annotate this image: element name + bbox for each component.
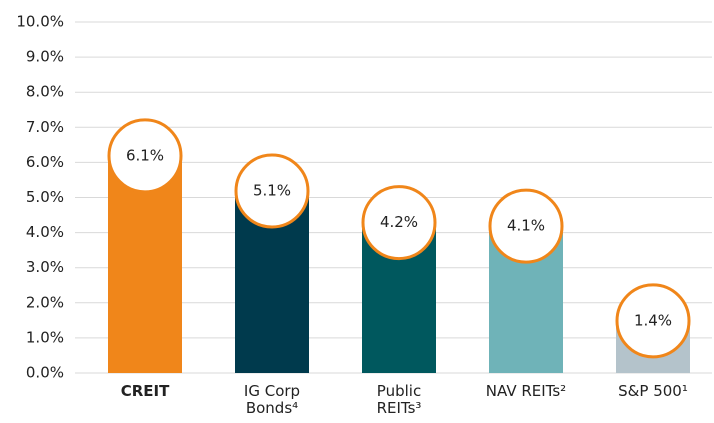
value-bubble xyxy=(615,283,691,359)
bar xyxy=(108,158,182,373)
value-bubble xyxy=(488,188,564,264)
y-tick-label: 3.0% xyxy=(26,258,64,276)
y-tick-label: 4.0% xyxy=(26,223,64,241)
data-label: 4.2% xyxy=(380,213,418,231)
value-bubble xyxy=(361,185,437,261)
y-tick-label: 0.0% xyxy=(26,364,64,382)
y-tick-label: 7.0% xyxy=(26,118,64,136)
x-tick-label: NAV REITs² xyxy=(485,382,567,400)
y-tick-label: 1.0% xyxy=(26,328,64,346)
data-label: 6.1% xyxy=(126,146,164,164)
data-label: 4.1% xyxy=(507,217,545,235)
value-bubble xyxy=(234,153,310,229)
data-label: 1.4% xyxy=(634,311,672,329)
y-tick-label: 8.0% xyxy=(26,83,64,101)
y-tick-label: 9.0% xyxy=(26,48,64,66)
x-tick-label: Public REITs³ xyxy=(376,382,422,417)
y-tick-label: 5.0% xyxy=(26,188,64,206)
y-tick-label: 6.0% xyxy=(26,153,64,171)
x-tick-label: IG Corp Bonds⁴ xyxy=(243,382,301,417)
y-tick-label: 10.0% xyxy=(16,13,64,31)
x-tick-label: CREIT xyxy=(120,382,170,400)
value-bubble xyxy=(107,118,183,194)
data-label: 5.1% xyxy=(253,181,291,199)
x-tick-label: S&P 500¹ xyxy=(618,382,688,400)
y-tick-label: 2.0% xyxy=(26,293,64,311)
